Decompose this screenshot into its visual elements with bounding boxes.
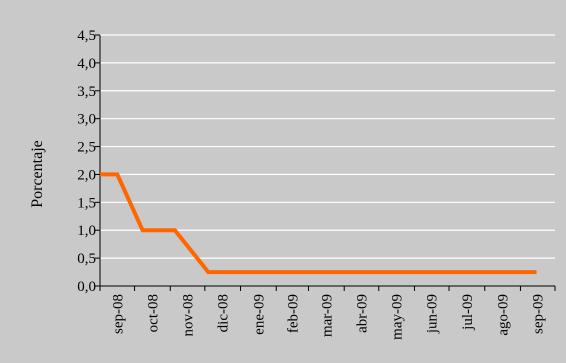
y-tick-label: 1,5: [77, 195, 96, 211]
y-tick-label: 2,0: [77, 167, 96, 183]
x-tick-label: feb-09: [285, 294, 301, 333]
x-tick-label: mar-09: [319, 294, 335, 337]
y-axis-title: Porcentaje: [29, 140, 46, 208]
y-tick-label: 1,0: [77, 223, 96, 239]
series-line: [100, 172, 537, 275]
x-tick-label: jul-09: [460, 294, 476, 331]
y-tick-label: 4,5: [77, 28, 96, 44]
x-tick-label: dic-08: [216, 294, 232, 332]
y-tick-label: 0,5: [77, 251, 96, 267]
x-tick-label: may-09: [390, 294, 406, 340]
x-tick-label: ene-09: [251, 294, 267, 335]
x-tick-label: sep-09: [531, 294, 547, 334]
y-tick-label: 4,0: [77, 56, 96, 72]
x-tick-label: oct-08: [145, 294, 161, 332]
x-tick-label: jun-09: [425, 294, 441, 334]
x-tick-label: ago-09: [496, 294, 512, 336]
y-tick-label: 2,5: [77, 140, 96, 156]
x-tick-label: nov-08: [181, 294, 197, 337]
x-tick-label: abr-09: [354, 294, 370, 333]
x-tick-label: sep-08: [110, 294, 126, 334]
y-tick-label: 3,0: [77, 112, 96, 128]
y-tick-label: 0,0: [77, 279, 96, 295]
y-tick-label: 3,5: [77, 84, 96, 100]
